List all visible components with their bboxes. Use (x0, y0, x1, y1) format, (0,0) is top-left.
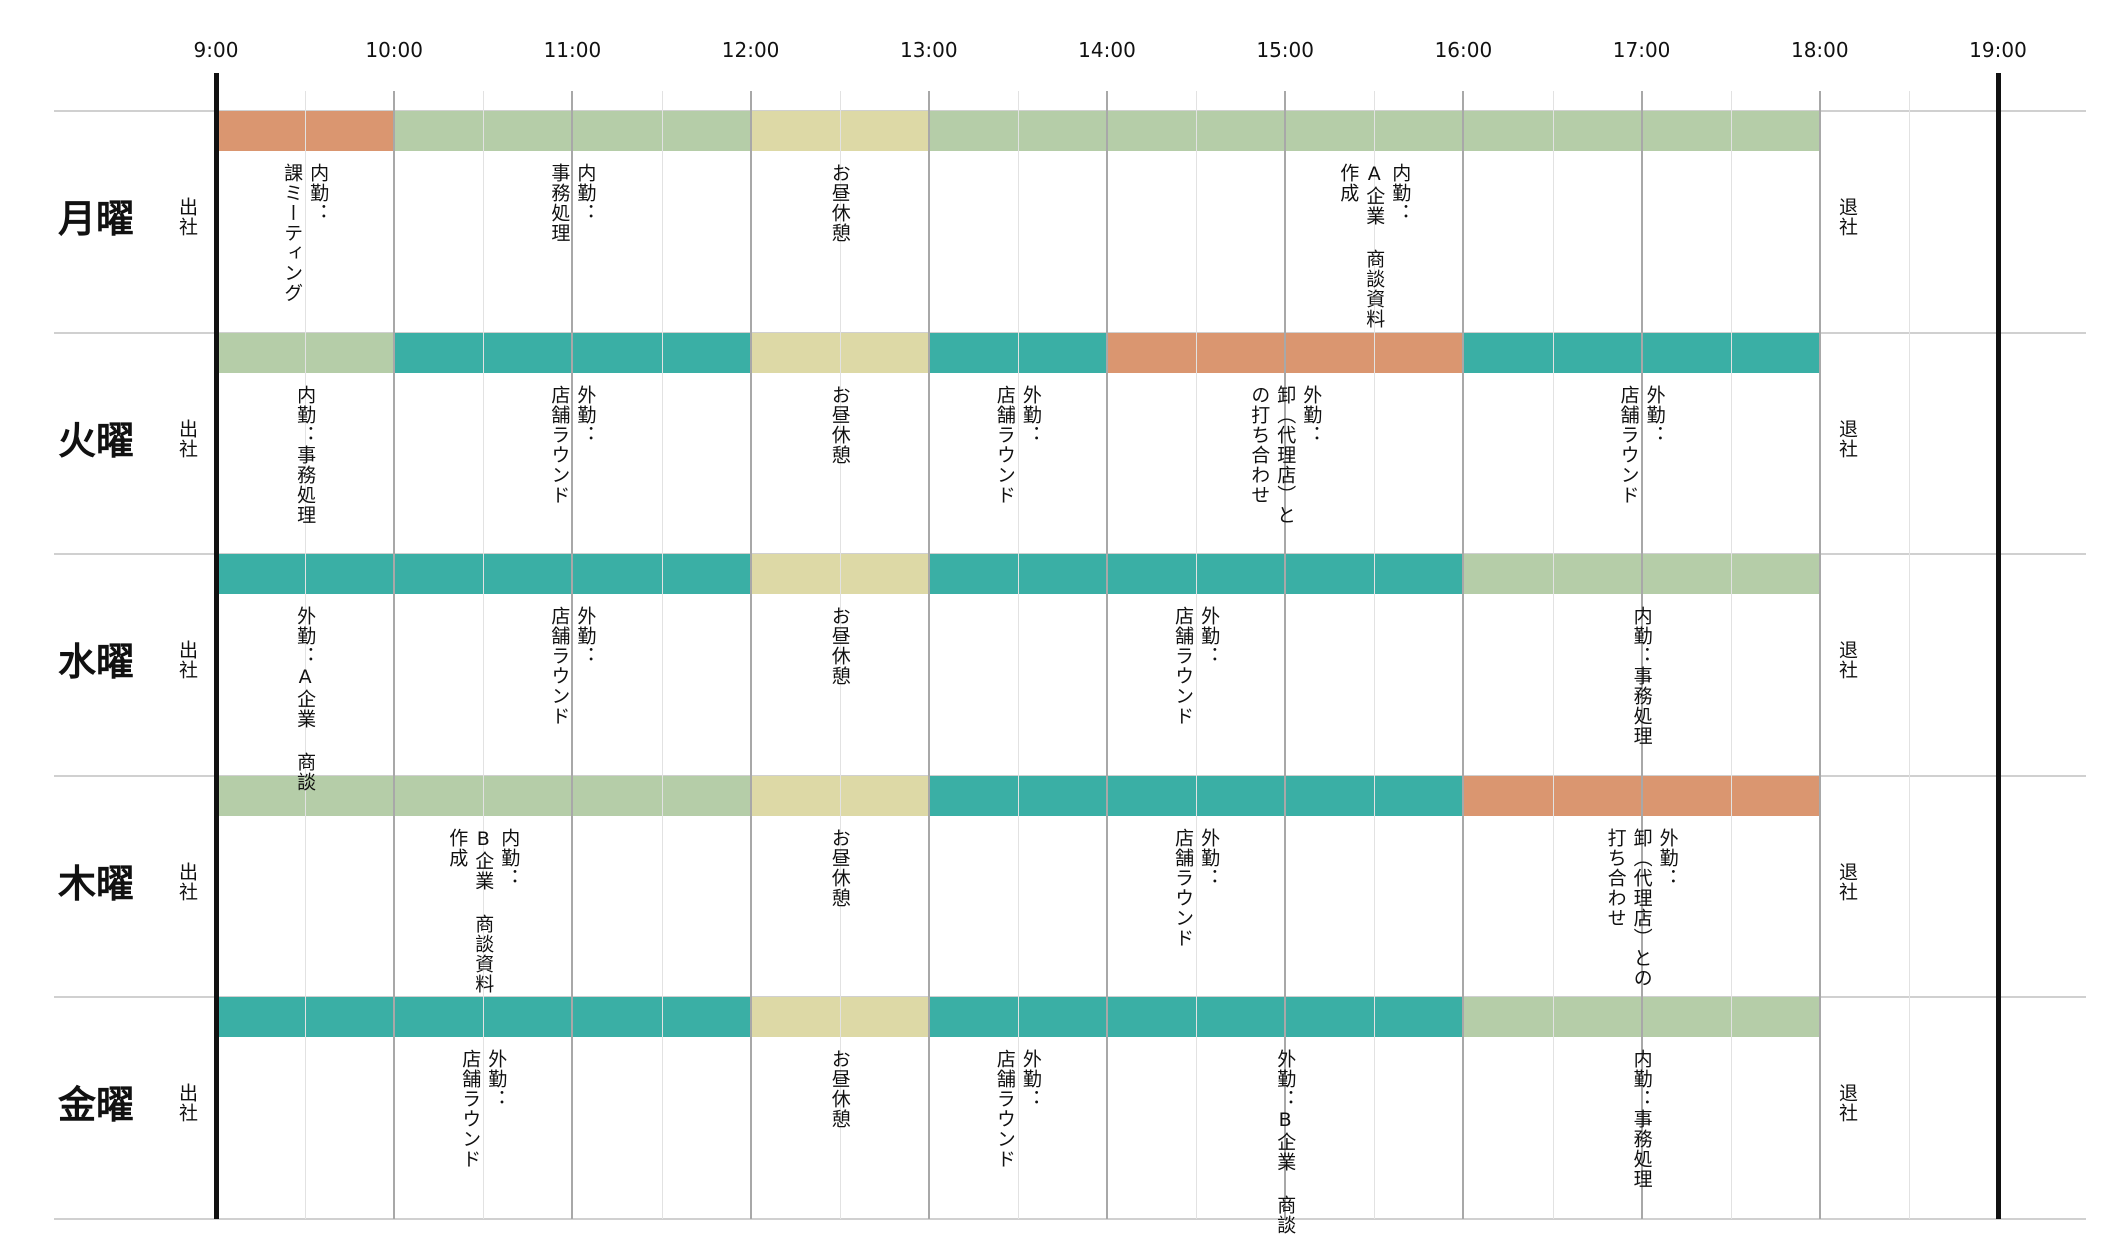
leave-label: 退社 (1836, 197, 1858, 237)
hour-gridline (1284, 91, 1287, 1219)
activity-label: 外勤： 店舗ラウンド (548, 384, 597, 505)
activity-label: お昼休憩 (828, 163, 851, 243)
hour-label: 11:00 (543, 38, 602, 62)
leave-label: 退社 (1836, 640, 1858, 680)
timeline-edge (1996, 73, 2001, 1219)
activity-bar[interactable] (218, 332, 395, 373)
half-hour-gridline (305, 91, 307, 1219)
activity-label: お昼休憩 (828, 384, 851, 465)
activity-label: 外勤： 卸（代理店）との 打ち合わせ (1604, 827, 1679, 988)
activity-label: 外勤：B企業 商談 (1274, 1049, 1297, 1235)
hour-gridline (1462, 91, 1465, 1219)
activity-label: お昼休憩 (828, 827, 851, 908)
leave-label: 退社 (1836, 418, 1858, 459)
activity-label: 外勤： 店舗ラウンド (1172, 606, 1221, 726)
hour-label: 16:00 (1434, 38, 1493, 62)
activity-label: 外勤： 店舗ラウンド (548, 606, 597, 726)
hour-label: 19:00 (1969, 38, 2027, 62)
hour-gridline (927, 91, 930, 1219)
activity-label: 内勤： A企業 商談資料 作成 (1337, 163, 1412, 329)
hour-gridline (1818, 91, 1821, 1219)
activity-label: 外勤： 卸（代理店）と の打ち合わせ (1248, 384, 1323, 525)
leave-label: 退社 (1836, 861, 1858, 902)
activity-label: 外勤：A企業 商談 (294, 606, 317, 792)
activity-label: お昼休憩 (828, 1049, 851, 1129)
day-label: 火曜 (58, 418, 135, 463)
activity-label: 内勤： 事務処理 (548, 163, 597, 243)
activity-label: 内勤： 課ミーティング (281, 163, 330, 303)
day-label: 金曜 (58, 1083, 135, 1127)
activity-bar[interactable] (218, 554, 751, 594)
activity-label: 外勤： 店舗ラウンド (993, 1049, 1042, 1169)
leave-label: 退社 (1836, 1083, 1858, 1123)
half-hour-gridline (839, 91, 841, 1219)
hour-label: 14:00 (1078, 38, 1136, 62)
activity-label: 内勤：事務処理 (294, 384, 317, 525)
activity-label: 外勤： 店舗ラウンド (459, 1049, 508, 1169)
half-hour-gridline (661, 91, 663, 1219)
day-label: 月曜 (58, 197, 135, 241)
activity-label: 内勤： B企業 商談資料 作成 (446, 827, 521, 994)
half-hour-gridline (1196, 91, 1198, 1219)
activity-label: お昼休憩 (828, 606, 851, 686)
activity-label: 外勤： 店舗ラウンド (1617, 384, 1666, 505)
half-hour-gridline (483, 91, 485, 1219)
hour-label: 9:00 (193, 38, 239, 62)
hour-label: 13:00 (899, 38, 958, 62)
hour-label: 12:00 (721, 38, 780, 62)
activity-bar[interactable] (218, 111, 395, 151)
arrive-label: 出社 (176, 1083, 198, 1123)
day-label: 水曜 (58, 640, 135, 684)
hour-gridline (1106, 91, 1108, 1219)
arrive-label: 出社 (176, 418, 198, 459)
hour-label: 10:00 (365, 38, 423, 62)
arrive-label: 出社 (176, 197, 198, 237)
hour-gridline (393, 91, 396, 1219)
timeline-edge (214, 73, 219, 1219)
arrive-label: 出社 (176, 861, 198, 902)
hour-label: 15:00 (1256, 38, 1314, 62)
half-hour-gridline (1908, 91, 1910, 1219)
half-hour-gridline (1017, 91, 1019, 1219)
day-label: 木曜 (58, 861, 135, 906)
row-separator (54, 1217, 2086, 1220)
activity-bar[interactable] (218, 997, 751, 1037)
hour-label: 18:00 (1790, 38, 1849, 62)
hour-label: 17:00 (1612, 38, 1671, 62)
half-hour-gridline (1552, 91, 1554, 1219)
activity-label: 内勤：事務処理 (1630, 1049, 1653, 1189)
activity-label: 内勤：事務処理 (1630, 606, 1653, 746)
arrive-label: 出社 (176, 640, 198, 680)
activity-label: 外勤： 店舗ラウンド (1172, 827, 1221, 948)
half-hour-gridline (1374, 91, 1376, 1219)
hour-gridline (749, 91, 752, 1219)
hour-gridline (571, 91, 574, 1219)
hour-gridline (1640, 91, 1643, 1219)
half-hour-gridline (1730, 91, 1732, 1219)
activity-label: 外勤： 店舗ラウンド (993, 384, 1042, 505)
